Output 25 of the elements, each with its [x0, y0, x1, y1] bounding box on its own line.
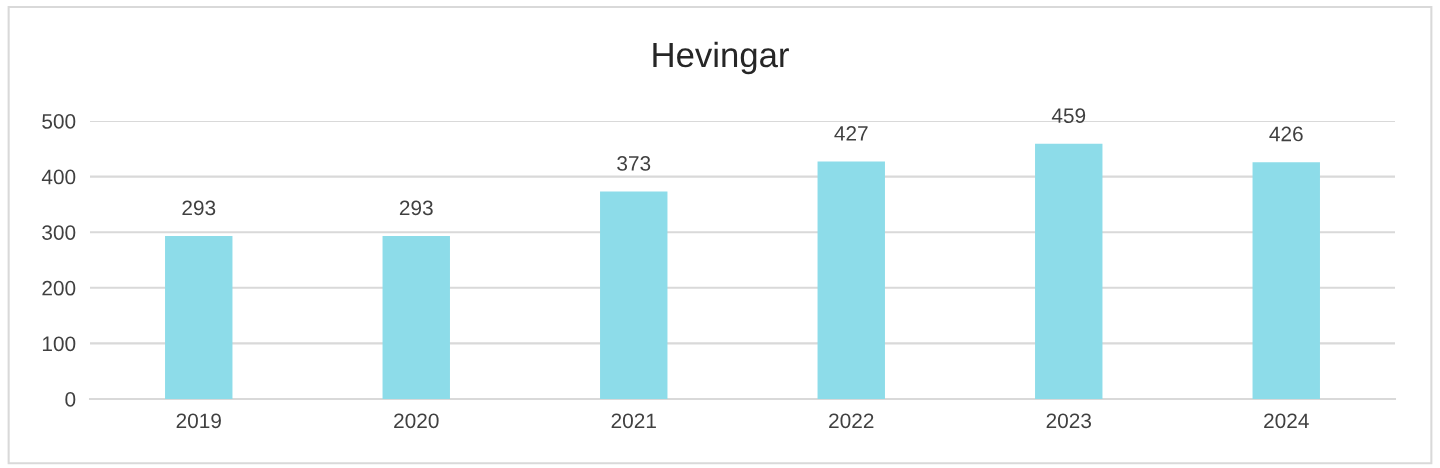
x-tick-label: 2021 — [611, 413, 656, 429]
bar — [382, 236, 450, 399]
bar — [1035, 143, 1103, 399]
data-label: 459 — [1051, 108, 1086, 124]
y-tick-label: 0 — [65, 392, 76, 407]
chart-title: Hevingar — [653, 41, 789, 75]
bar — [600, 191, 668, 399]
data-label: 293 — [182, 200, 216, 216]
data-label: 373 — [617, 156, 651, 171]
y-tick-label: 300 — [42, 225, 76, 240]
data-label: 427 — [834, 126, 868, 141]
data-label: 293 — [399, 200, 433, 216]
x-tick-label: 2022 — [829, 413, 874, 429]
y-tick-label: 200 — [42, 280, 76, 296]
y-tick-label: 400 — [41, 169, 76, 185]
y-tick-label: 500 — [42, 114, 76, 129]
bar — [817, 161, 885, 399]
data-label: 426 — [1269, 126, 1303, 142]
x-tick-label: 2019 — [176, 413, 221, 429]
x-tick-label: 2024 — [1264, 413, 1309, 429]
bar — [165, 236, 233, 399]
x-tick-label: 2023 — [1046, 413, 1092, 429]
bar — [1252, 162, 1320, 399]
x-tick-label: 2020 — [394, 413, 439, 429]
y-tick-label: 100 — [42, 336, 76, 352]
